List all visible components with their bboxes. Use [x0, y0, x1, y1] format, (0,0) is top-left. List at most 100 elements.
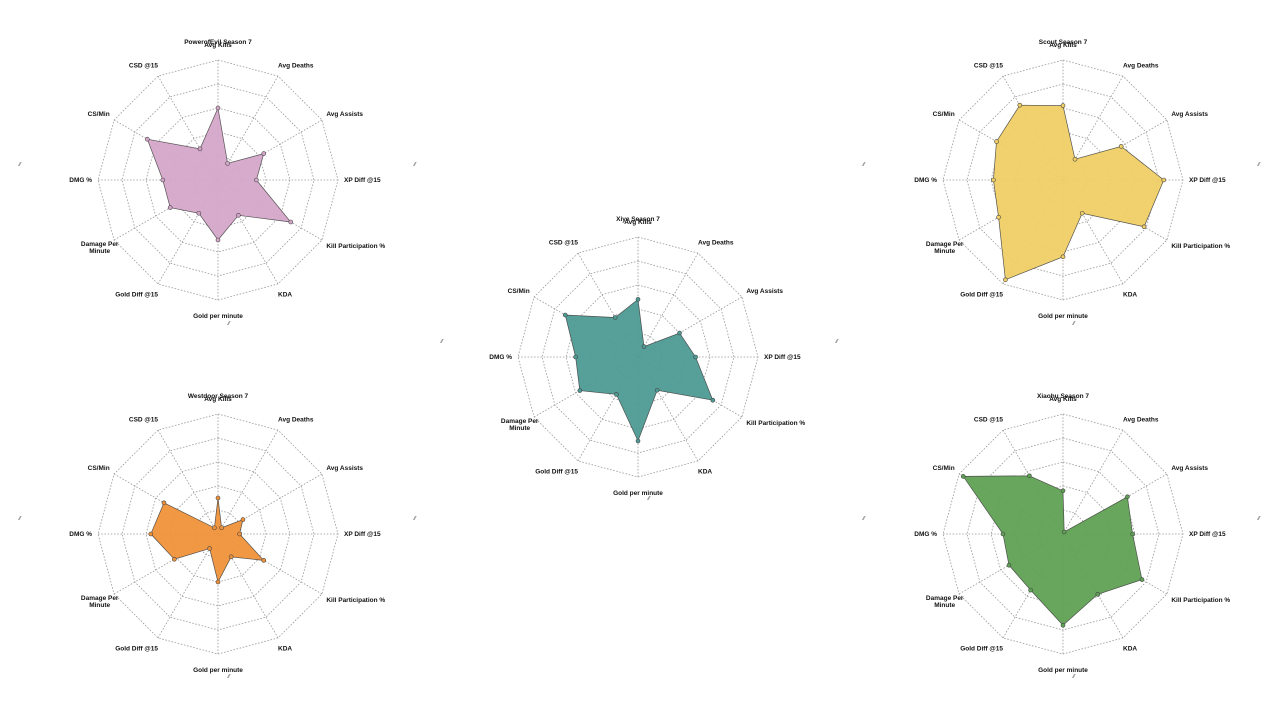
data-point-dmg: [1000, 531, 1006, 537]
axis-label: CS/Min: [933, 111, 955, 118]
data-point-avg-kills: [215, 105, 221, 111]
axis-label: Avg Deaths: [1123, 417, 1159, 424]
data-point-avg-assists: [1125, 494, 1130, 500]
series-area: [993, 104, 1165, 281]
data-point-damage-per-minute: [167, 205, 173, 210]
axis-label: Avg Kills: [204, 396, 232, 403]
chart-title: Xiaohu Season 7: [1037, 393, 1089, 400]
data-point-gold-diff-15: [1028, 587, 1033, 593]
grid-spoke: [1062, 429, 1124, 535]
axis-label: Avg Assists: [746, 288, 783, 295]
panel-edge-mark: ⁄⁄: [834, 339, 839, 345]
data-point-gold-per-minute: [215, 579, 221, 585]
data-point-xp-diff-15: [693, 354, 698, 360]
data-point-kill-participation: [261, 558, 267, 563]
axis-label: Damage Per Minute: [81, 595, 119, 609]
chart-title: PowerofEvil Season 7: [184, 39, 252, 46]
data-point-avg-deaths: [219, 525, 224, 531]
axis-label: Gold Diff @15: [535, 468, 578, 475]
data-point-xp-diff-15: [254, 177, 259, 183]
radar-chart-5: Avg Kills Avg Deaths Avg Assists XP Diff @1…: [861, 393, 1261, 680]
axis-label: KDA: [278, 645, 292, 652]
axis-label: DMG %: [914, 177, 937, 184]
axis-label: Gold Diff @15: [115, 291, 158, 298]
data-point-cs-min: [960, 474, 966, 479]
data-point-gold-per-minute: [635, 438, 641, 444]
axis-label: Kill Participation %: [326, 243, 385, 250]
data-point-damage-per-minute: [577, 388, 583, 393]
axis-label: Damage Per Minute: [501, 418, 539, 432]
data-point-avg-assists: [240, 517, 246, 522]
data-point-xp-diff-15: [1161, 177, 1167, 183]
radar-chart-1: Avg Kills Avg Deaths Avg Assists XP Diff @1…: [17, 39, 417, 327]
axis-label: KDA: [1123, 645, 1137, 652]
axis-label: Gold Diff @15: [960, 645, 1003, 652]
data-point-damage-per-minute: [996, 214, 1001, 220]
data-point-kda: [654, 387, 660, 393]
data-point-cs-min: [161, 500, 167, 506]
axis-label: Damage Per Minute: [926, 595, 964, 609]
data-point-avg-deaths: [1072, 156, 1078, 162]
axis-label: Damage Per Minute: [81, 241, 119, 255]
axis-label: XP Diff @15: [344, 177, 381, 184]
data-point-csd-15: [1017, 102, 1023, 108]
data-point-kda: [1079, 210, 1085, 216]
panel-edge-mark: ⁄⁄: [1256, 516, 1261, 522]
radar-chart-2: Avg Kills Avg Deaths Avg Assists XP Diff @1…: [439, 216, 839, 502]
data-point-cs-min: [994, 139, 999, 144]
data-point-csd-15: [612, 315, 618, 320]
axis-label: Gold per minute: [193, 313, 243, 320]
data-point-avg-kills: [635, 297, 641, 302]
series-area: [150, 497, 265, 583]
data-point-gold-per-minute: [1060, 254, 1066, 260]
data-point-dmg: [991, 177, 996, 183]
panel-edge-mark: ⁄⁄: [861, 516, 866, 522]
chart-title: Westdoor Season 7: [188, 393, 249, 400]
data-point-kill-participation: [1139, 577, 1145, 582]
panel-edge-mark: ⁄⁄: [226, 321, 231, 327]
axis-label: Kill Participation %: [1171, 597, 1230, 604]
data-point-kda: [1095, 591, 1101, 597]
data-point-gold-diff-15: [614, 392, 619, 397]
axis-label: Gold per minute: [613, 490, 663, 497]
axis-label: Gold per minute: [1038, 313, 1088, 320]
data-point-cs-min: [562, 312, 568, 318]
axis-label: Gold per minute: [1038, 667, 1088, 674]
series-area: [564, 298, 714, 442]
axis-label: Avg Deaths: [698, 240, 734, 247]
grid-spoke: [637, 252, 699, 358]
data-point-kda: [236, 213, 241, 218]
axis-label: CSD @15: [129, 63, 158, 70]
axis-label: KDA: [1123, 291, 1137, 298]
data-point-damage-per-minute: [1006, 562, 1012, 568]
data-point-avg-assists: [677, 330, 682, 336]
axis-label: Avg Assists: [1171, 111, 1208, 118]
data-point-gold-per-minute: [1060, 622, 1066, 628]
axis-label: Avg Kills: [1049, 42, 1077, 49]
axis-label: Kill Participation %: [1171, 243, 1230, 250]
data-point-csd-15: [197, 146, 203, 152]
axis-label: CS/Min: [933, 465, 955, 472]
data-point-gold-per-minute: [215, 237, 221, 243]
panel-edge-mark: ⁄⁄: [1071, 674, 1076, 680]
data-point-dmg: [160, 177, 166, 183]
panel-edge-mark: ⁄⁄: [861, 162, 866, 168]
data-point-avg-deaths: [641, 344, 647, 349]
axis-label: CS/Min: [508, 288, 530, 295]
axis-label: CSD @15: [974, 63, 1003, 70]
axis-label: Avg Assists: [326, 111, 363, 118]
axis-label: CSD @15: [974, 417, 1003, 424]
axis-label: XP Diff @15: [764, 354, 801, 361]
axis-label: KDA: [278, 291, 292, 298]
series-area: [146, 106, 292, 241]
axis-label: DMG %: [914, 531, 937, 538]
data-point-gold-diff-15: [1003, 277, 1008, 283]
axis-label: Damage Per Minute: [926, 241, 964, 255]
panel-edge-mark: ⁄⁄: [439, 339, 444, 345]
data-point-csd-15: [212, 525, 217, 531]
radar-chart-3: Avg Kills Avg Deaths Avg Assists XP Diff @1…: [861, 39, 1261, 327]
data-point-gold-diff-15: [207, 546, 212, 551]
data-point-xp-diff-15: [1130, 531, 1135, 537]
data-point-avg-assists: [1118, 144, 1124, 149]
panel-edge-mark: ⁄⁄: [646, 496, 651, 502]
